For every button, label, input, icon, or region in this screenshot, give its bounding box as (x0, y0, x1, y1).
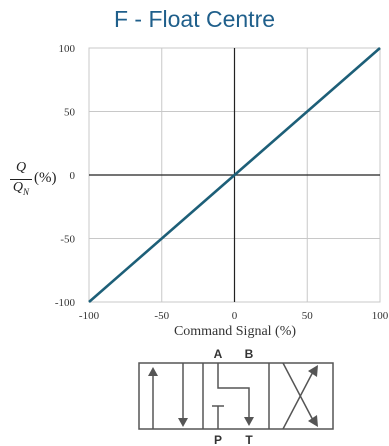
y-tick-label: 50 (64, 107, 76, 119)
cross-flow-line-2 (282, 362, 316, 425)
y-label-denominator: QN (12, 180, 30, 197)
x-tick-label: 0 (232, 310, 238, 322)
y-tick-label: -100 (55, 297, 76, 309)
y-tick-label: -50 (60, 234, 75, 246)
x-tick-label: 100 (372, 310, 389, 322)
tick-labels: -100 -50 0 50 100 -100 -50 0 50 100 (55, 43, 389, 322)
float-centre-path (217, 363, 250, 423)
x-tick-label: 50 (302, 310, 314, 322)
y-label-unit: (%) (34, 170, 57, 186)
port-label-a: A (214, 347, 223, 361)
y-tick-label: 100 (59, 43, 76, 55)
y-tick-label: 0 (70, 170, 76, 182)
y-axis-label: Q QN (%) (10, 160, 70, 210)
port-label-p: P (214, 433, 222, 446)
x-axis-label: Command Signal (%) (174, 324, 296, 339)
valve-body (138, 362, 334, 430)
arrow-down-icon (244, 417, 254, 426)
arrow-down-right-icon (308, 415, 318, 427)
arrow-up-right-icon (308, 365, 318, 377)
x-tick-label: -50 (154, 310, 169, 322)
x-tick-label: -100 (79, 310, 100, 322)
y-label-fraction-bar (10, 179, 32, 180)
port-label-b: B (245, 347, 254, 361)
valve-symbol (138, 362, 334, 430)
arrow-up-icon (148, 367, 158, 376)
y-label-numerator: Q (15, 160, 27, 175)
series-line (88, 47, 381, 303)
series (88, 47, 381, 303)
chart-title: F - Float Centre (113, 6, 276, 32)
port-label-t: T (245, 433, 253, 446)
arrow-down-icon (178, 418, 188, 427)
cross-flow-line-1 (282, 367, 316, 430)
